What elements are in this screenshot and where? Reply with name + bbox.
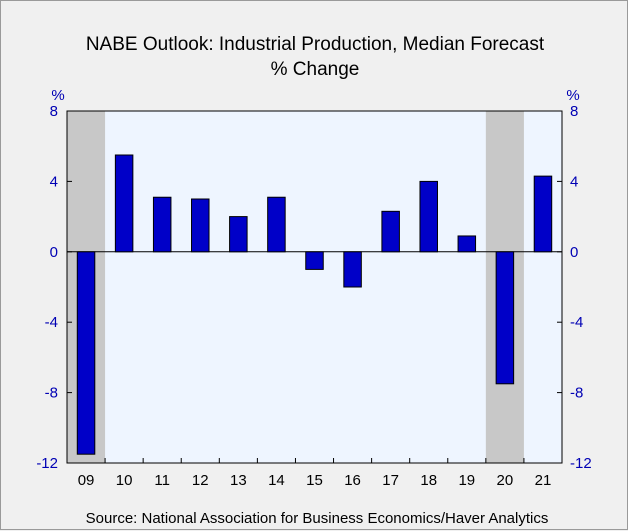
x-tick-label-12: 12 xyxy=(192,472,209,489)
x-tick-label-17: 17 xyxy=(382,472,399,489)
y-tick-label-right: 4 xyxy=(570,173,578,190)
y-tick-label-right: -12 xyxy=(570,455,592,472)
x-tick-label-15: 15 xyxy=(306,472,323,489)
source-note: Source: National Association for Busines… xyxy=(86,510,549,527)
plot-border xyxy=(66,110,563,464)
y-tick-labels-left: 8 4 0 -4 -8 -12 xyxy=(36,103,58,472)
y-axis-unit-right: % xyxy=(566,87,579,104)
y-tick-label-left: -12 xyxy=(36,455,58,472)
bar-09 xyxy=(76,251,96,455)
y-tick-label-left: -8 xyxy=(45,385,58,402)
bar-13 xyxy=(229,216,248,253)
bar-10 xyxy=(114,154,134,253)
plot-area xyxy=(67,111,562,463)
x-tick-label-19: 19 xyxy=(458,472,475,489)
bar-21 xyxy=(533,175,553,253)
y-axis-unit-left: % xyxy=(51,87,64,104)
bar-11 xyxy=(152,196,172,253)
bar-12 xyxy=(191,198,210,253)
x-tick-label-18: 18 xyxy=(420,472,437,489)
axis-ticks-group xyxy=(66,110,563,464)
bar-18 xyxy=(419,180,438,253)
y-tick-label-right: -8 xyxy=(570,385,583,402)
y-tick-label-right: 0 xyxy=(570,244,578,261)
x-tick-label-10: 10 xyxy=(116,472,133,489)
y-tick-label-left: 4 xyxy=(50,173,58,190)
bar-17 xyxy=(381,210,400,253)
y-tick-labels-right: 8 4 0 -4 -8 -12 xyxy=(570,103,592,472)
chart-title: NABE Outlook: Industrial Production, Med… xyxy=(86,34,545,55)
bar-15 xyxy=(305,251,324,270)
y-tick-label-left: 0 xyxy=(50,244,58,261)
chart-subtitle: % Change xyxy=(271,59,360,80)
bar-20 xyxy=(495,251,515,385)
bars-group xyxy=(76,154,553,455)
y-tick-label-right: 8 xyxy=(570,103,578,120)
bar-16 xyxy=(343,251,362,288)
x-tick-label-14: 14 xyxy=(268,472,285,489)
x-tick-label-16: 16 xyxy=(344,472,361,489)
y-tick-label-left: 8 xyxy=(50,103,58,120)
x-tick-label-09: 09 xyxy=(78,472,95,489)
bar-14 xyxy=(267,196,286,253)
y-tick-label-left: -4 xyxy=(45,314,58,331)
x-tick-label-21: 21 xyxy=(535,472,552,489)
y-tick-label-right: -4 xyxy=(570,314,583,331)
x-tick-label-13: 13 xyxy=(230,472,247,489)
x-tick-labels: 09 10 11 12 13 14 15 16 17 18 19 20 21 xyxy=(78,472,552,489)
x-tick-label-20: 20 xyxy=(497,472,514,489)
x-tick-label-11: 11 xyxy=(154,472,170,489)
bar-19 xyxy=(457,235,477,253)
